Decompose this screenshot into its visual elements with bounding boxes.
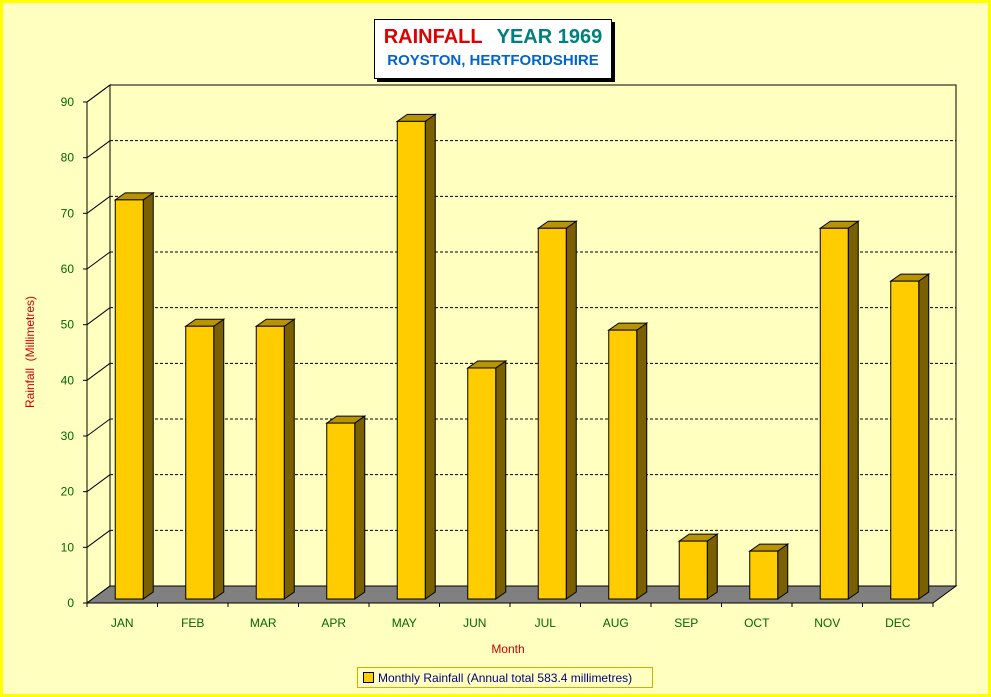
x-tick-label: JAN (111, 616, 134, 630)
wall-tick-line (86, 529, 111, 548)
y-tick-label: 60 (61, 262, 75, 276)
wall-tick-line (86, 195, 111, 214)
wall-tick-line (86, 84, 111, 103)
grid-layer (85, 84, 958, 604)
wall-tick-line (86, 418, 111, 437)
bar-side (424, 113, 436, 600)
bar-side (847, 220, 859, 600)
chart-title-box: RAINFALL YEAR 1969 ROYSTON, HERTFORDSHIRE (374, 19, 612, 79)
y-tick-label: 50 (61, 318, 75, 332)
bar (466, 360, 508, 600)
bar-front (678, 540, 708, 600)
axis-layer: 0 10 20 30 40 50 60 70 80 90 JAN FEB MAR APR MAY JUN JUL… (23, 95, 934, 656)
bar-side (283, 318, 295, 600)
bar-side (706, 533, 718, 600)
bar (818, 220, 860, 600)
bar-side (918, 273, 930, 600)
x-axis-label: Month (491, 642, 524, 656)
legend: Monthly Rainfall (Annual total 583.4 mil… (357, 667, 653, 688)
bar (607, 322, 649, 600)
bars-layer (113, 113, 931, 600)
x-tick-label: OCT (744, 616, 770, 630)
x-tick-label: NOV (814, 616, 840, 630)
x-tick-label: MAY (392, 616, 417, 630)
y-axis-label: Rainfall (Millimetres) (23, 296, 37, 408)
x-tick-label: MAR (250, 616, 277, 630)
wall-tick-line (86, 362, 111, 381)
x-tick-label: DEC (885, 616, 911, 630)
wall-tick-line (86, 307, 111, 326)
bar-side (354, 415, 366, 600)
bar (536, 220, 578, 600)
bar-front (890, 280, 920, 600)
bar (184, 318, 226, 600)
x-tick-label: FEB (181, 616, 204, 630)
title-rainfall: RAINFALL (383, 26, 483, 48)
bar (889, 273, 931, 600)
bar-side (565, 220, 577, 600)
y-tick-label: 10 (61, 540, 75, 554)
bar-side (777, 543, 789, 600)
bar (325, 415, 367, 600)
bar-front (255, 325, 285, 600)
x-tick-label: JUN (463, 616, 486, 630)
y-tick-label: 0 (67, 596, 74, 610)
left-wall (86, 84, 111, 604)
bar-front (749, 550, 779, 600)
bar (748, 543, 790, 600)
bar-front (396, 120, 426, 600)
x-tick-label: SEP (674, 616, 698, 630)
bar-front (819, 227, 849, 600)
bar-front (326, 422, 356, 600)
bar-side (495, 360, 507, 600)
y-tick-label: 90 (61, 95, 75, 109)
legend-swatch (363, 672, 374, 683)
x-tick-label: APR (321, 616, 346, 630)
bar (254, 318, 296, 600)
y-tick-label: 30 (61, 429, 75, 443)
wall-tick-line (86, 251, 111, 270)
wall-tick-line (86, 474, 111, 493)
y-tick-label: 20 (61, 485, 75, 499)
y-tick-label: 40 (61, 373, 75, 387)
bar-front (467, 367, 497, 600)
legend-label: Monthly Rainfall (Annual total 583.4 mil… (378, 670, 633, 685)
x-tick-label: JUL (535, 616, 557, 630)
bar-front (537, 227, 567, 600)
bar (395, 113, 437, 600)
bar (677, 533, 719, 600)
y-tick-label: 80 (61, 151, 75, 165)
chart-subtitle: ROYSTON, HERTFORDSHIRE (387, 52, 599, 69)
chart-title: RAINFALL YEAR 1969 (375, 26, 611, 49)
bar-side (142, 191, 154, 600)
y-tick-label: 70 (61, 206, 75, 220)
bar-front (608, 329, 638, 600)
bar-side (213, 318, 225, 600)
wall-tick-line (86, 140, 111, 159)
back-wall (109, 84, 957, 587)
bar-front (185, 325, 215, 600)
x-tick-label: AUG (603, 616, 629, 630)
bar-side (636, 322, 648, 600)
title-year: YEAR 1969 (496, 26, 603, 48)
bar (113, 191, 155, 600)
bar-front (114, 199, 144, 600)
